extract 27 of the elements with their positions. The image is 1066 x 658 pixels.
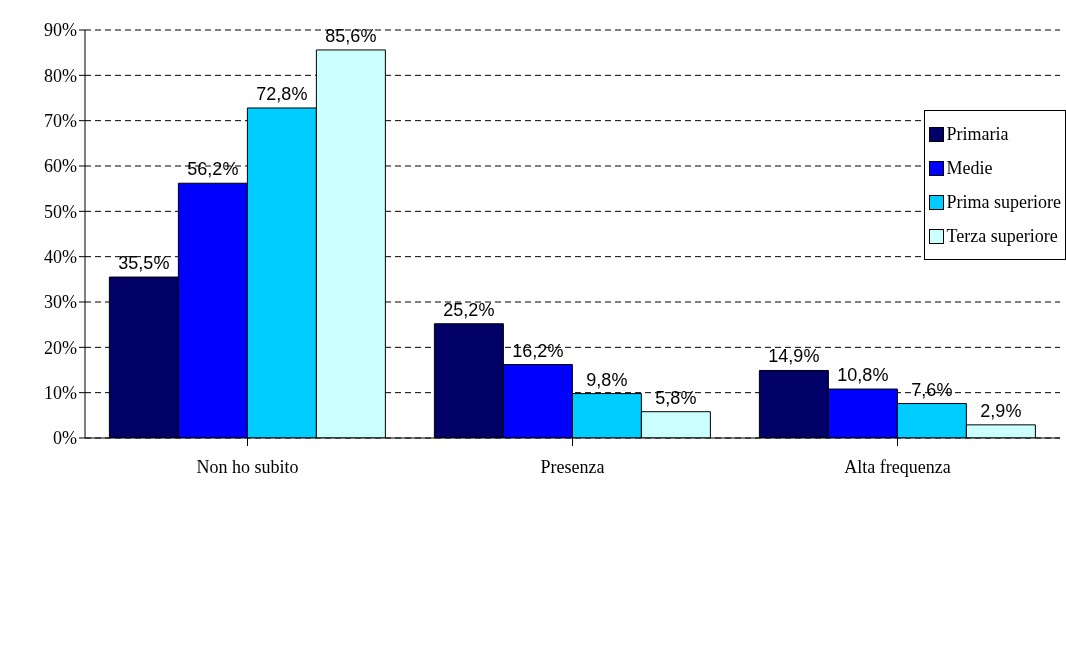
data-label: 35,5% <box>118 253 170 274</box>
legend-label: Terza superiore <box>946 225 1058 247</box>
data-label: 72,8% <box>256 83 308 104</box>
y-tick-label: 40% <box>44 247 77 268</box>
data-label: 10,8% <box>837 365 889 386</box>
y-tick-label: 50% <box>44 201 77 222</box>
data-label: 2,9% <box>980 400 1022 421</box>
data-label: 56,2% <box>187 159 239 180</box>
y-tick-label: 90% <box>44 20 77 41</box>
y-tick-label: 70% <box>44 111 77 132</box>
data-label: 5,8% <box>655 387 697 408</box>
y-tick-label: 80% <box>44 65 77 86</box>
y-tick-label: 30% <box>44 292 77 313</box>
x-tick-label: Presenza <box>540 456 605 477</box>
legend-label: Primaria <box>946 123 1009 145</box>
x-tick-label: Non ho subito <box>196 456 299 477</box>
data-label: 85,6% <box>325 25 377 46</box>
data-label: 25,2% <box>443 299 495 320</box>
legend-label: Medie <box>946 157 993 179</box>
y-tick-label: 0% <box>53 428 77 449</box>
y-tick-label: 20% <box>44 337 77 358</box>
data-label: 14,9% <box>768 346 820 367</box>
x-tick-label: Alta frequenza <box>844 456 951 477</box>
data-label: 9,8% <box>586 369 628 390</box>
y-tick-label: 10% <box>44 383 77 404</box>
legend-label: Prima superiore <box>946 191 1061 213</box>
y-tick-label: 60% <box>44 156 77 177</box>
